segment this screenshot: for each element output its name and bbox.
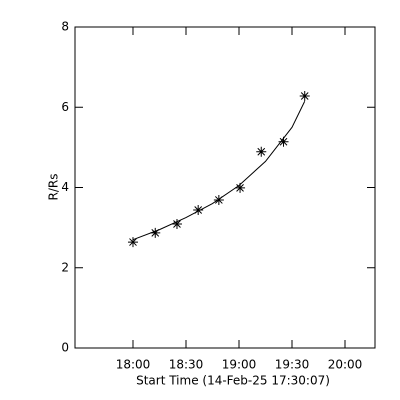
x-tick-label: 20:00 — [328, 358, 363, 372]
data-point — [127, 237, 138, 248]
x-axis-label: Start Time (14-Feb-25 17:30:07) — [136, 374, 330, 388]
data-point — [213, 194, 224, 205]
y-tick-label: 4 — [61, 180, 69, 194]
plot-frame — [74, 26, 376, 349]
data-point — [299, 91, 310, 102]
y-tick-label: 8 — [61, 20, 69, 34]
data-point — [193, 204, 204, 215]
data-point — [171, 219, 182, 230]
x-tick-label: 19:30 — [275, 358, 310, 372]
fit-curve — [132, 101, 306, 241]
y-axis-label: R/Rs — [47, 174, 61, 201]
data-point — [235, 182, 246, 193]
x-tick-label: 18:00 — [116, 358, 151, 372]
data-point — [256, 146, 267, 157]
y-tick-label: 0 — [61, 341, 69, 355]
y-tick-label: 6 — [61, 100, 69, 114]
x-tick-label: 18:30 — [169, 358, 204, 372]
x-tick-label: 19:00 — [222, 358, 257, 372]
data-point — [150, 227, 161, 238]
y-tick-label: 2 — [61, 260, 69, 274]
data-point — [278, 136, 289, 147]
